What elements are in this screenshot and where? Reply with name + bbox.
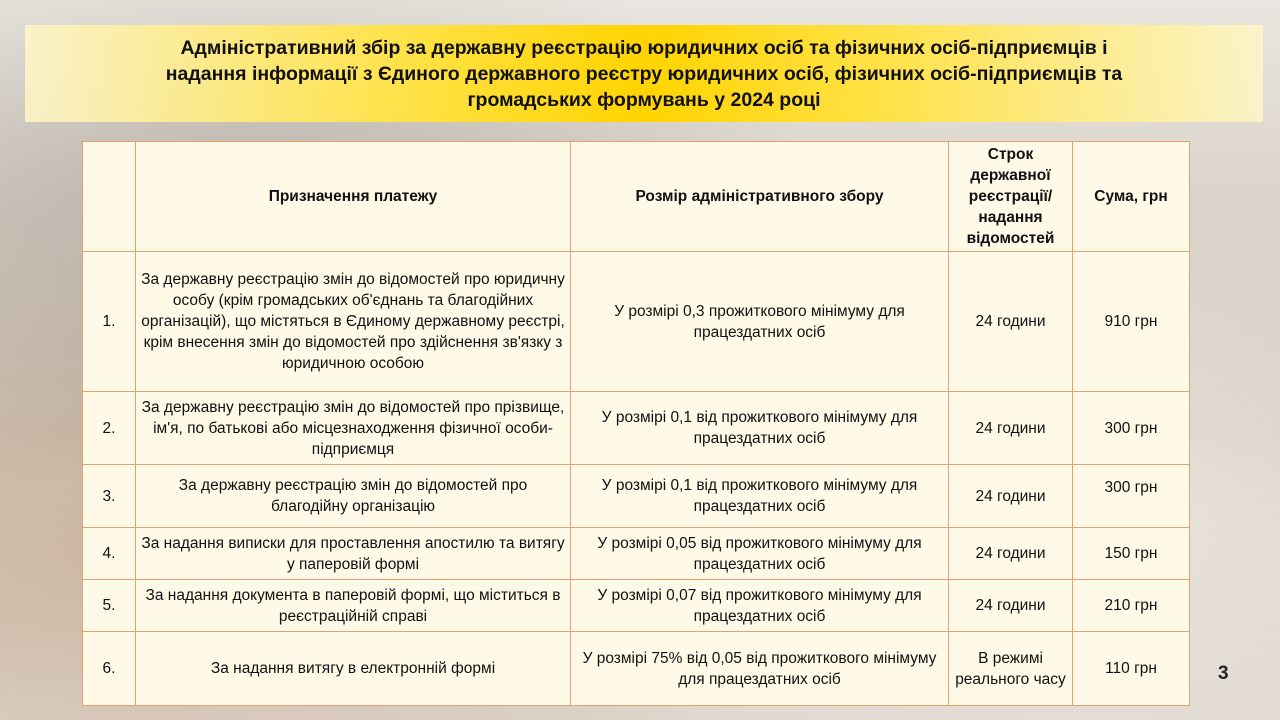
row-fee-size: У розмірі 0,1 від прожиткового мінімуму … (570, 464, 949, 528)
row-term: 24 години (948, 527, 1073, 580)
row-purpose: За надання документа в паперовій формі, … (135, 579, 571, 632)
row-fee-size: У розмірі 0,1 від прожиткового мінімуму … (570, 391, 949, 465)
page-number: 3 (1218, 663, 1229, 684)
row-amount: 210 грн (1072, 579, 1190, 632)
table-header-row: Призначення платежу Розмір адміністратив… (82, 141, 1190, 252)
row-purpose: За надання виписки для проставлення апос… (135, 527, 571, 580)
row-purpose: За державну реєстрацію змін до відомосте… (135, 464, 571, 528)
row-number: 6. (82, 631, 136, 706)
header-fee-size: Розмір адміністративного збору (570, 141, 949, 252)
title-line: громадських формувань у 2024 році (467, 88, 821, 111)
row-number: 5. (82, 579, 136, 632)
title-line: Адміністративний збір за державну реєстр… (180, 36, 1108, 59)
row-amount: 110 грн (1072, 631, 1190, 706)
row-amount: 910 грн (1072, 251, 1190, 392)
row-number: 2. (82, 391, 136, 465)
row-term: В режимі реального часу (948, 631, 1073, 706)
table-row: 2. За державну реєстрацію змін до відомо… (82, 391, 1190, 465)
row-term: 24 години (948, 391, 1073, 465)
row-amount: 150 грн (1072, 527, 1190, 580)
row-purpose: За державну реєстрацію змін до відомосте… (135, 391, 571, 465)
row-fee-size: У розмірі 0,05 від прожиткового мінімуму… (570, 527, 949, 580)
table-row: 6. За надання витягу в електронній формі… (82, 631, 1190, 706)
row-fee-size: У розмірі 0,3 прожиткового мінімуму для … (570, 251, 949, 392)
row-number: 4. (82, 527, 136, 580)
header-amount: Сума, грн (1072, 141, 1190, 252)
row-fee-size: У розмірі 0,07 від прожиткового мінімуму… (570, 579, 949, 632)
table-row: 1. За державну реєстрацію змін до відомо… (82, 251, 1190, 392)
header-term: Строк державної реєстрації/ надання відо… (948, 141, 1073, 252)
row-number: 1. (82, 251, 136, 392)
table-row: 3. За державну реєстрацію змін до відомо… (82, 464, 1190, 528)
row-purpose: За державну реєстрацію змін до відомосте… (135, 251, 571, 392)
table-row: 5. За надання документа в паперовій форм… (82, 579, 1190, 632)
fee-table: Призначення платежу Розмір адміністратив… (82, 141, 1190, 706)
row-number: 3. (82, 464, 136, 528)
title-banner: Адміністративний збір за державну реєстр… (25, 25, 1263, 122)
header-purpose: Призначення платежу (135, 141, 571, 252)
row-term: 24 години (948, 464, 1073, 528)
row-fee-size: У розмірі 75% від 0,05 від прожиткового … (570, 631, 949, 706)
row-purpose: За надання витягу в електронній формі (135, 631, 571, 706)
row-term: 24 години (948, 251, 1073, 392)
row-amount: 300 грн (1072, 464, 1190, 528)
row-amount: 300 грн (1072, 391, 1190, 465)
title-line: надання інформації з Єдиного державного … (165, 62, 1123, 85)
row-term: 24 години (948, 579, 1073, 632)
table-row: 4. За надання виписки для проставлення а… (82, 527, 1190, 580)
header-number (82, 141, 136, 252)
